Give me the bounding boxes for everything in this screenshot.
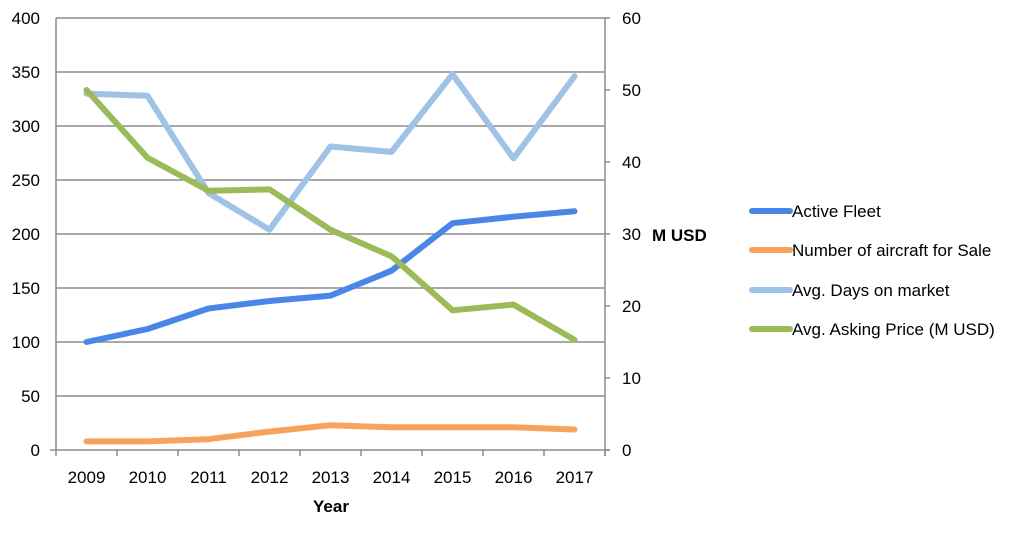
right-y-tick-label: 20 bbox=[622, 297, 641, 316]
left-y-tick-label: 350 bbox=[12, 63, 40, 82]
left-y-tick-label: 200 bbox=[12, 225, 40, 244]
series-line-avg-asking-price-m-usd bbox=[83, 87, 578, 343]
axes bbox=[50, 18, 610, 456]
x-axis-ticks: 2009 2010 2011 2012 2013 2014 2015 2016 2017 bbox=[68, 468, 594, 487]
right-y-tick-label: 10 bbox=[622, 369, 641, 388]
x-tick-label: 2012 bbox=[251, 468, 289, 487]
right-y-tick-label: 30 bbox=[622, 225, 641, 244]
right-y-tick-label: 50 bbox=[622, 81, 641, 100]
left-y-tick-label: 50 bbox=[21, 387, 40, 406]
series-line-avg-days-on-market bbox=[83, 71, 578, 233]
gridlines bbox=[56, 17, 605, 397]
left-y-tick-label: 400 bbox=[12, 9, 40, 28]
legend-label: Avg. Asking Price (M USD) bbox=[792, 320, 995, 339]
x-tick-label: 2009 bbox=[68, 468, 106, 487]
series-lines bbox=[83, 71, 578, 445]
x-tick-label: 2017 bbox=[556, 468, 594, 487]
right-y-tick-label: 40 bbox=[622, 153, 641, 172]
right-y-axis-title: M USD bbox=[652, 226, 707, 245]
left-y-tick-label: 0 bbox=[31, 441, 40, 460]
x-tick-label: 2013 bbox=[312, 468, 350, 487]
left-y-tick-label: 250 bbox=[12, 171, 40, 190]
right-y-axis-ticks: 0 10 20 30 40 50 60 bbox=[605, 9, 641, 460]
legend: Active Fleet Number of aircraft for Sale A… bbox=[749, 202, 995, 339]
legend-label: Avg. Days on market bbox=[792, 281, 950, 300]
x-tick-label: 2015 bbox=[434, 468, 472, 487]
x-tick-label: 2014 bbox=[373, 468, 411, 487]
x-tick-label: 2010 bbox=[129, 468, 167, 487]
legend-label: Number of aircraft for Sale bbox=[792, 241, 991, 260]
x-tick-label: 2011 bbox=[190, 468, 227, 487]
x-tick-label: 2016 bbox=[495, 468, 533, 487]
series-line-number-of-aircraft-for-sale bbox=[83, 422, 578, 445]
legend-label: Active Fleet bbox=[792, 202, 881, 221]
left-y-tick-label: 150 bbox=[12, 279, 40, 298]
right-y-tick-label: 0 bbox=[622, 441, 631, 460]
x-axis-title: Year bbox=[313, 497, 349, 516]
left-y-tick-label: 300 bbox=[12, 117, 40, 136]
left-y-axis-ticks: 0 50 100 150 200 250 300 350 400 bbox=[12, 9, 40, 460]
left-y-tick-label: 100 bbox=[12, 333, 40, 352]
right-y-tick-label: 60 bbox=[622, 9, 641, 28]
